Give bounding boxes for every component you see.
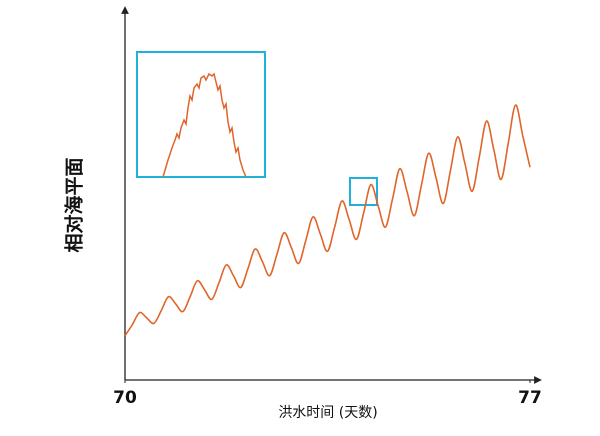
data-line — [124, 104, 531, 337]
x-tick-label: 77 — [518, 388, 542, 408]
inset-frame — [136, 51, 266, 178]
zoom-box — [349, 177, 378, 206]
y-axis-label: 相对海平面 — [63, 157, 86, 252]
x-tick-label: 70 — [113, 388, 137, 408]
x-axis-label: 洪水时间 (天数) — [278, 405, 377, 421]
inset-line — [162, 72, 247, 178]
